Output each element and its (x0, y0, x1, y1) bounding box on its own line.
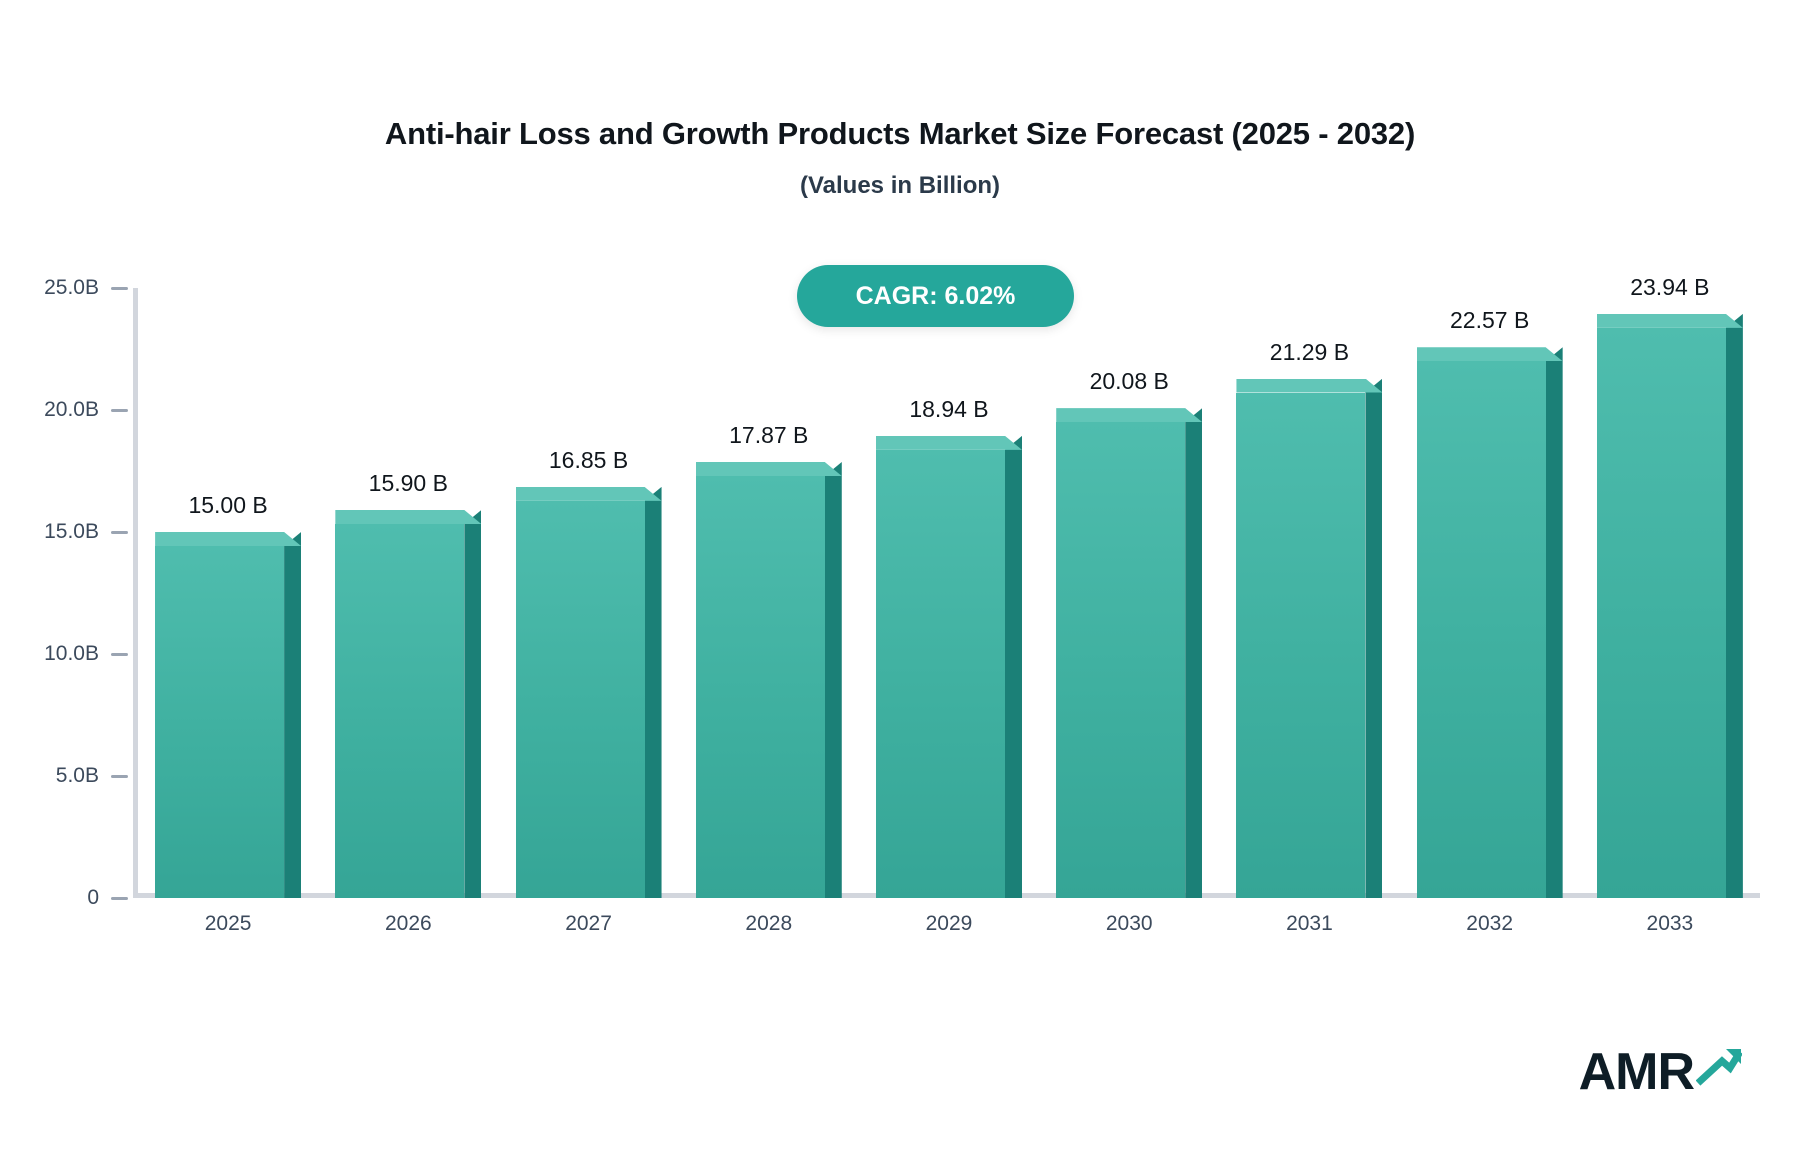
bar-value-label: 21.29 B (1269, 338, 1350, 365)
bar-slot: 21.29 B (1236, 288, 1383, 898)
bar-side-face (824, 461, 842, 898)
x-axis-tick-label: 2028 (745, 912, 793, 935)
y-axis-tick-mark (111, 774, 128, 778)
bar[interactable]: 15.90 B (335, 470, 482, 898)
bar-slot: 15.00 B (155, 288, 302, 898)
x-axis-labels: 2025 2026 2027 2028 2029 2030 2031 2032 2033 (138, 912, 1760, 948)
bar-front-face (1236, 392, 1366, 898)
bar-slot: 23.94 B (1596, 274, 1743, 898)
x-axis-tick-label: 2032 (1466, 912, 1514, 935)
bar[interactable]: 20.08 B (1056, 368, 1203, 898)
growth-arrow-icon (1695, 1047, 1743, 1092)
x-axis-tick-label: 2027 (565, 912, 612, 935)
y-axis-tick: 15.0B (13, 520, 128, 544)
bar-value-label: 17.87 B (729, 421, 809, 448)
bar-top-face (1236, 379, 1382, 393)
bar-top-face (696, 462, 842, 476)
chart-subtitle: (Values in Billion) (799, 172, 1001, 199)
bar[interactable]: 16.85 B (515, 447, 662, 898)
y-axis-tick: 25.0B (13, 276, 128, 300)
bar-value-label: 18.94 B (909, 395, 989, 422)
y-axis-tick-label: 15.0B (44, 520, 99, 543)
bar-front-face (695, 475, 825, 898)
bar-slot: 20.08 B (1056, 288, 1203, 898)
bar-slot: 18.94 B (876, 288, 1022, 898)
bar-slot: 16.85 B (515, 288, 662, 898)
bar-top-face (1597, 314, 1743, 328)
bar[interactable]: 18.94 B (876, 396, 1022, 898)
y-axis-tick: 0 (13, 886, 128, 910)
bar-side-face (1365, 378, 1383, 898)
bar-front-face (1056, 422, 1186, 898)
bar-side-face (1185, 408, 1203, 898)
y-axis-tick-label: 5.0B (55, 764, 99, 787)
amr-logo: AMR (1578, 1043, 1743, 1101)
y-axis-tick-mark (111, 408, 128, 412)
cagr-badge: CAGR: 6.02% (797, 265, 1074, 327)
x-axis-tick-label: 2025 (204, 912, 252, 935)
bar-side-face (644, 486, 662, 898)
bar-value-label: 23.94 B (1630, 273, 1710, 300)
bar-slot: 17.87 B (695, 288, 842, 898)
y-axis: 0 5.0B 10.0B 15.0B 20.0B 25.0B (0, 276, 128, 909)
bar-top-face (1056, 408, 1202, 422)
bar-side-face (1005, 435, 1022, 898)
y-axis-tick-mark (111, 530, 128, 534)
bar-front-face (335, 524, 465, 898)
y-axis-tick-mark (111, 286, 128, 290)
bar[interactable]: 22.57 B (1416, 307, 1563, 898)
bar-value-label: 22.57 B (1450, 307, 1530, 334)
bar[interactable]: 23.94 B (1596, 274, 1743, 898)
bar[interactable]: 21.29 B (1236, 339, 1383, 898)
y-axis-tick: 5.0B (13, 764, 128, 788)
bar-slot: 22.57 B (1416, 288, 1563, 898)
bar-top-face (516, 487, 662, 501)
y-axis-tick-mark (111, 896, 128, 900)
bar-front-face (515, 500, 645, 898)
bar-value-label: 15.90 B (368, 470, 448, 497)
bar-side-face (1545, 347, 1563, 898)
y-axis-tick-label: 0 (87, 886, 99, 909)
y-axis-tick-label: 20.0B (44, 398, 99, 421)
bar-top-face (155, 532, 301, 546)
bar-side-face (464, 510, 482, 898)
bar[interactable]: 17.87 B (695, 422, 842, 898)
y-axis-tick: 10.0B (13, 642, 128, 666)
y-axis-tick-label: 10.0B (44, 642, 99, 665)
bar-top-face (876, 436, 1022, 450)
x-axis-tick-label: 2026 (384, 912, 432, 935)
bar-side-face (1725, 313, 1743, 898)
bar-front-face (155, 546, 285, 898)
x-axis-tick-label: 2031 (1286, 912, 1333, 935)
bar-front-face (1416, 361, 1546, 898)
cagr-badge-label: CAGR: 6.02% (855, 281, 1016, 310)
amr-logo-text: AMR (1578, 1043, 1695, 1101)
x-axis-tick-label: 2030 (1105, 912, 1153, 935)
bar-value-label: 15.00 B (188, 492, 268, 518)
bar-value-label: 20.08 B (1089, 368, 1169, 395)
bars-layer: 15.00 B 15.90 B 16.85 B 17.87 B 18.94 B 20.08… (138, 274, 1760, 898)
bar-value-label: 16.85 B (548, 446, 629, 473)
bar-side-face (284, 532, 302, 898)
bar-front-face (876, 449, 1005, 898)
y-axis-tick-label: 25.0B (44, 276, 99, 299)
y-axis-line (133, 288, 138, 898)
x-axis-tick-label: 2029 (925, 912, 973, 935)
bar-top-face (1417, 347, 1563, 361)
y-axis-tick-mark (111, 652, 128, 656)
bar-top-face (335, 510, 481, 524)
bar-front-face (1596, 327, 1726, 898)
y-axis-tick: 20.0B (13, 398, 128, 422)
bar-slot: 15.90 B (335, 288, 482, 898)
bar[interactable]: 15.00 B (155, 492, 302, 898)
x-axis-tick-label: 2033 (1646, 912, 1694, 935)
page-title: Anti-hair Loss and Growth Products Marke… (384, 116, 1416, 151)
